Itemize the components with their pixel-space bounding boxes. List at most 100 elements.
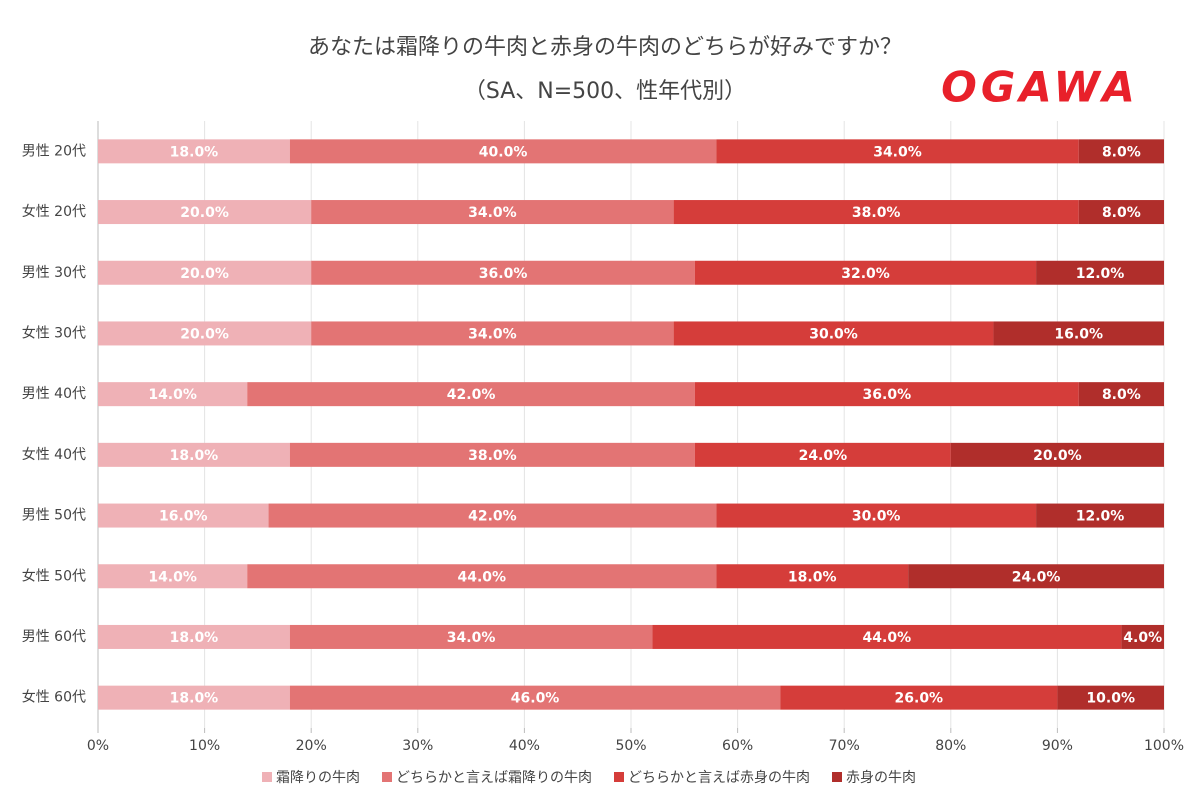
x-tick-label: 60% — [722, 738, 753, 754]
value-label: 20.0% — [180, 326, 229, 342]
bar-segment — [1036, 260, 1164, 285]
value-label: 36.0% — [863, 387, 912, 403]
legend-swatch — [614, 772, 624, 782]
y-tick-label: 男性 30代 — [22, 265, 86, 281]
bar-segment — [716, 139, 1079, 164]
value-label: 42.0% — [447, 387, 496, 403]
bar-segment — [247, 564, 717, 589]
bar-segment — [268, 503, 717, 528]
bar-segment — [98, 260, 312, 285]
value-label: 16.0% — [159, 509, 208, 525]
bar-segment — [289, 624, 653, 649]
value-label: 14.0% — [148, 569, 197, 585]
bar-segment — [98, 200, 312, 225]
bar-segment — [311, 321, 674, 346]
bar-segment — [673, 200, 1079, 225]
bar-segment — [780, 685, 1058, 710]
y-tick-label: 男性 50代 — [22, 508, 86, 524]
bar-segment — [950, 442, 1164, 467]
value-label: 42.0% — [468, 509, 517, 525]
value-label: 44.0% — [457, 569, 506, 585]
bar-segment — [98, 442, 290, 467]
value-label: 12.0% — [1076, 266, 1125, 282]
legend-label: どちらかと言えば霜降りの牛肉 — [396, 770, 592, 786]
x-tick-label: 70% — [829, 738, 860, 754]
logo: OGAWA — [941, 63, 1139, 112]
bar-segment — [289, 442, 695, 467]
value-label: 8.0% — [1102, 387, 1141, 403]
value-label: 16.0% — [1054, 326, 1103, 342]
value-label: 44.0% — [863, 630, 912, 646]
x-tick-label: 100% — [1144, 738, 1184, 754]
bar-segment — [98, 321, 312, 346]
value-label: 36.0% — [479, 266, 528, 282]
value-label: 32.0% — [841, 266, 890, 282]
y-tick-label: 女性 40代 — [22, 446, 86, 463]
legend-swatch — [832, 772, 842, 782]
legend-label: 赤身の牛肉 — [846, 770, 916, 786]
value-label: 18.0% — [170, 630, 219, 646]
bar-segment — [98, 139, 290, 164]
value-label: 8.0% — [1102, 205, 1141, 221]
value-label: 24.0% — [799, 448, 848, 464]
value-label: 18.0% — [170, 691, 219, 707]
x-tick-label: 40% — [509, 738, 540, 754]
x-tick-label: 80% — [935, 738, 966, 754]
x-tick-label: 30% — [402, 738, 433, 754]
x-tick-label: 20% — [296, 738, 327, 754]
bar-segment — [98, 503, 269, 528]
legend-swatch — [262, 772, 272, 782]
bar-segment — [908, 564, 1164, 589]
value-label: 4.0% — [1123, 630, 1162, 646]
value-label: 12.0% — [1076, 509, 1125, 525]
value-label: 40.0% — [479, 144, 528, 160]
value-label: 24.0% — [1012, 569, 1061, 585]
value-label: 20.0% — [1033, 448, 1082, 464]
bar-segment — [289, 139, 717, 164]
value-label: 38.0% — [468, 448, 517, 464]
value-label: 20.0% — [180, 205, 229, 221]
bar-segment — [694, 442, 951, 467]
bar-segment — [311, 200, 674, 225]
bar-segment — [993, 321, 1164, 346]
value-label: 18.0% — [170, 448, 219, 464]
value-label: 10.0% — [1086, 691, 1135, 707]
y-tick-label: 女性 20代 — [22, 203, 86, 220]
value-label: 34.0% — [468, 205, 517, 221]
bar-segment — [1078, 139, 1164, 164]
bar-segment — [98, 382, 248, 407]
bar-segment — [716, 503, 1037, 528]
bar-segment — [673, 321, 994, 346]
bar-segment — [98, 564, 248, 589]
value-label: 46.0% — [511, 691, 560, 707]
value-label: 18.0% — [170, 144, 219, 160]
y-tick-label: 女性 50代 — [22, 567, 86, 584]
legend-label: 霜降りの牛肉 — [276, 770, 360, 786]
bar-segment — [1036, 503, 1164, 528]
y-tick-label: 男性 60代 — [22, 629, 86, 645]
value-label: 18.0% — [788, 569, 837, 585]
y-tick-label: 男性 40代 — [22, 386, 86, 402]
value-label: 34.0% — [468, 326, 517, 342]
bar-segment — [1121, 624, 1164, 649]
value-label: 14.0% — [148, 387, 197, 403]
bar-segment — [247, 382, 695, 407]
bar-segment — [98, 685, 290, 710]
x-tick-label: 50% — [615, 738, 646, 754]
value-label: 20.0% — [180, 266, 229, 282]
value-label: 34.0% — [873, 144, 922, 160]
legend-label: どちらかと言えば赤身の牛肉 — [628, 770, 810, 786]
value-label: 8.0% — [1102, 144, 1141, 160]
bar-segment — [652, 624, 1122, 649]
bar-segment — [716, 564, 909, 589]
y-tick-label: 男性 20代 — [22, 143, 86, 159]
bar-segment — [694, 382, 1079, 407]
y-tick-label: 女性 30代 — [22, 324, 86, 341]
bar-segment — [1078, 200, 1164, 225]
value-label: 30.0% — [852, 509, 901, 525]
value-label: 30.0% — [809, 326, 858, 342]
value-label: 38.0% — [852, 205, 901, 221]
bar-segment — [1078, 382, 1164, 407]
bar-segment — [289, 685, 781, 710]
